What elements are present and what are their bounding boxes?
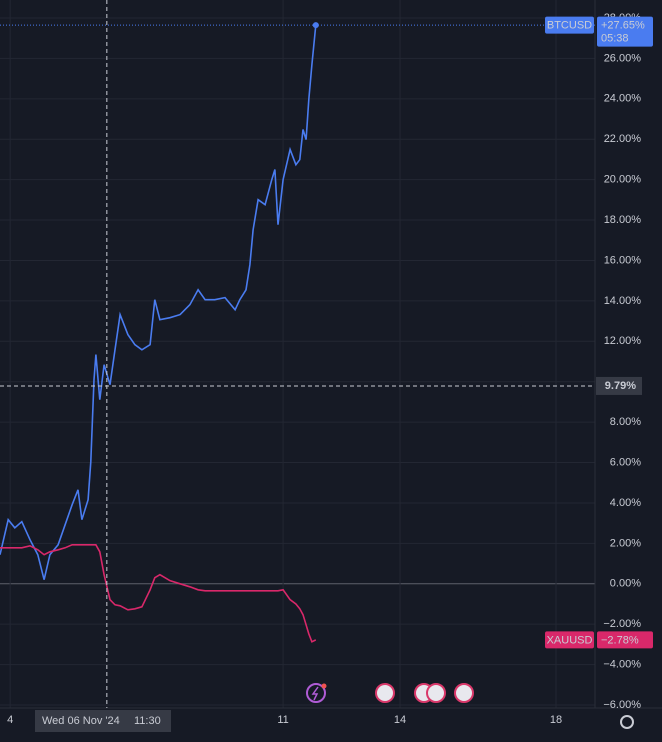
crosshair-y-box — [596, 376, 642, 395]
crosshair-x-label: Wed 06 Nov '24 — [42, 715, 120, 727]
x-tick-label: 11 — [277, 714, 288, 726]
y-tick-label: 20.00% — [604, 174, 642, 186]
y-tick-label: 18.00% — [604, 214, 642, 226]
event-icon[interactable] — [306, 683, 326, 703]
series-tag — [545, 631, 594, 649]
series-name: BTCUSD — [547, 19, 592, 31]
last-value-label: +27.65% — [601, 19, 645, 31]
series-line — [0, 544, 317, 643]
settings-icon[interactable] — [620, 715, 634, 729]
plot — [0, 25, 317, 643]
y-tick-label: 2.00% — [610, 537, 641, 549]
event-icon — [311, 686, 319, 701]
settings-icon[interactable] — [620, 715, 634, 729]
y-tick-label: 22.00% — [604, 133, 642, 145]
series-name: XAUUSD — [547, 634, 593, 646]
y-tick-label: 4.00% — [610, 497, 641, 509]
crosshair-x-box — [35, 710, 171, 732]
y-tick-label: −4.00% — [603, 658, 641, 670]
event-icons — [306, 683, 474, 703]
event-icon[interactable] — [454, 683, 474, 703]
y-tick-label: 8.00% — [610, 416, 641, 428]
y-tick-label: 6.00% — [610, 456, 641, 468]
series-tag — [545, 16, 594, 34]
y-tick-label: 0.00% — [610, 578, 641, 590]
y-tick-label: 24.00% — [604, 93, 642, 105]
event-icon[interactable] — [375, 683, 395, 703]
value-tag — [597, 631, 653, 649]
y-tick-label: 26.00% — [604, 52, 642, 64]
series-line — [0, 25, 317, 580]
event-icon[interactable] — [426, 683, 446, 703]
x-tick-label: 4 — [7, 714, 13, 726]
crosshair-y-label: 9.79% — [605, 380, 636, 392]
value-tag — [597, 16, 653, 47]
y-tick-label: 16.00% — [604, 254, 642, 266]
y-tick-label: −2.00% — [603, 618, 641, 630]
y-tick-label: −6.00% — [603, 699, 641, 711]
y-tick-label: 12.00% — [604, 335, 642, 347]
x-tick-label: 18 — [550, 714, 562, 726]
crosshair-time-label: 11:30 — [134, 715, 161, 727]
event-dot — [321, 683, 327, 689]
last-value-label: −2.78% — [601, 634, 639, 646]
countdown-label: 05:38 — [601, 32, 629, 44]
grid — [0, 0, 595, 708]
x-tick-label: 14 — [394, 714, 406, 726]
y-tick-label: 14.00% — [604, 295, 642, 307]
